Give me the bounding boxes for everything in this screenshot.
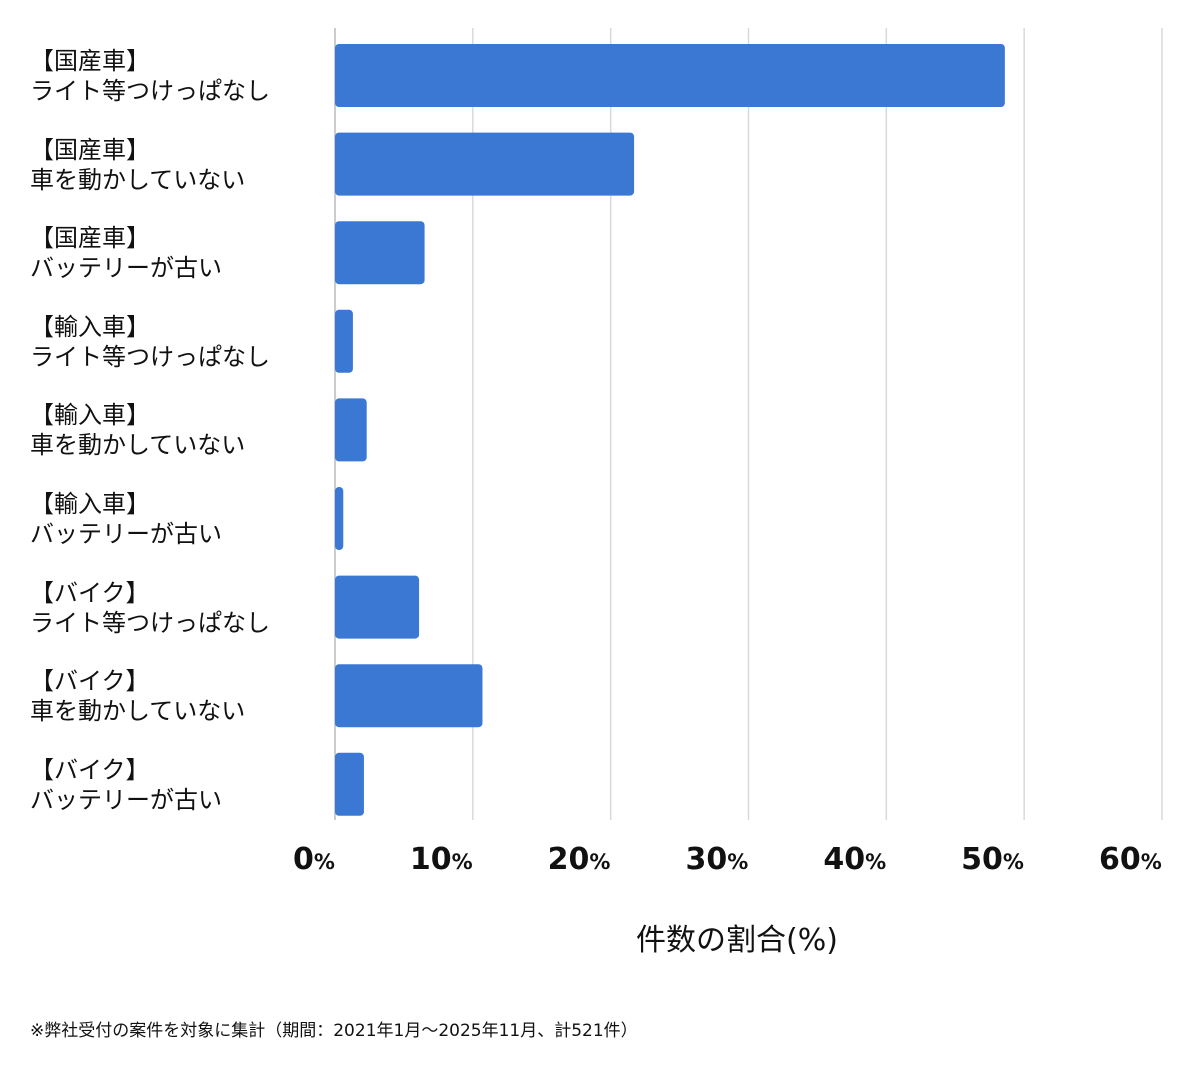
footnote: ※弊社受付の案件を対象に集計（期間：2021年1月〜2025年11月、計521件…: [30, 1021, 638, 1041]
x-tick-label: 50%: [961, 842, 1024, 877]
category-label-line: ライト等つけっぱなし: [30, 342, 270, 371]
tick-value: 50: [961, 842, 1003, 877]
category-label: 【バイク】 バッテリーが古い: [30, 755, 222, 815]
category-label-line: 【国産車】: [30, 224, 150, 253]
tick-unit: %: [1140, 850, 1162, 874]
tick-unit: %: [313, 850, 335, 874]
category-label-line: 【輸入車】: [30, 401, 150, 430]
tick-value: 60: [1099, 842, 1141, 877]
tick-unit: %: [727, 850, 749, 874]
x-tick-label: 20%: [548, 842, 611, 877]
category-label-line: 【輸入車】: [30, 312, 150, 341]
bar: [335, 221, 425, 285]
tick-value: 20: [547, 842, 590, 877]
category-label: 【輸入車】 車を動かしていない: [30, 400, 245, 460]
category-label-line: 【国産車】: [30, 47, 150, 75]
bar: [335, 309, 353, 373]
category-label: 【バイク】 ライト等つけっぱなし: [30, 578, 270, 638]
x-tick-label: 40%: [823, 842, 886, 877]
bar: [335, 398, 367, 462]
category-label-line: バッテリーが古い: [30, 520, 222, 548]
category-label-line: 車を動かしていない: [30, 431, 246, 460]
tick-value: 30: [685, 842, 728, 877]
tick-value: 0: [293, 842, 314, 877]
tick-value: 40: [823, 842, 866, 877]
bar: [335, 575, 420, 639]
category-label: 【バイク】 車を動かしていない: [30, 666, 245, 726]
category-label-line: 【バイク】: [30, 578, 150, 607]
category-label-line: 車を動かしていない: [30, 697, 246, 726]
x-axis-label: 件数の割合(%): [636, 923, 838, 958]
category-label-line: バッテリーが古い: [30, 254, 222, 283]
tick-unit: %: [865, 850, 887, 874]
x-tick-label: 60%: [1099, 842, 1162, 877]
category-label-line: 車を動かしていない: [30, 165, 246, 194]
x-tick-label: 10%: [410, 842, 473, 877]
bar: [335, 44, 1005, 107]
category-label: 【国産車】 ライト等つけっぱなし: [30, 46, 270, 106]
tick-value: 10: [409, 842, 452, 877]
category-label-line: 【バイク】: [30, 755, 150, 784]
x-tick-label: 30%: [686, 842, 749, 877]
bar: [335, 487, 344, 550]
category-label: 【輸入車】 ライト等つけっぱなし: [30, 312, 270, 372]
tick-unit: %: [1002, 850, 1024, 874]
tick-unit: %: [589, 850, 611, 874]
x-tick-label: 0%: [293, 842, 335, 877]
category-label: 【輸入車】 バッテリーが古い: [30, 489, 222, 549]
category-label: 【国産車】 バッテリーが古い: [30, 223, 222, 283]
category-label: 【国産車】 車を動かしていない: [30, 135, 245, 195]
bar: [335, 752, 364, 816]
category-label-line: 【バイク】: [30, 667, 150, 696]
category-label-line: ライト等つけっぱなし: [30, 608, 270, 637]
tick-unit: %: [451, 850, 473, 874]
category-label-line: ライト等つけっぱなし: [30, 77, 270, 105]
category-label-line: 【国産車】: [30, 135, 150, 164]
category-label-line: バッテリーが古い: [30, 785, 222, 814]
bar: [335, 132, 635, 196]
bar: [335, 664, 483, 728]
category-label-line: 【輸入車】: [30, 490, 150, 518]
